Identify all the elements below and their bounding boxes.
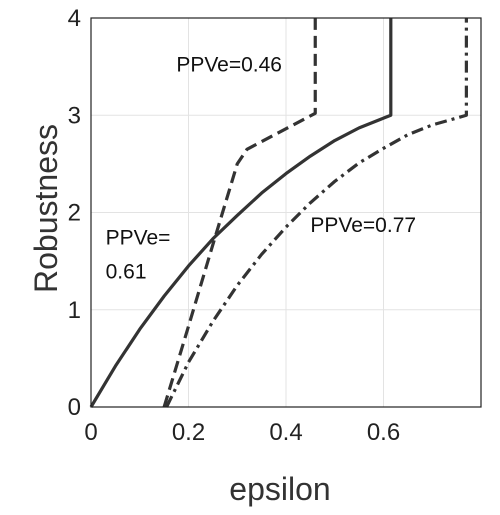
annotation-label: PPVe=0.77: [310, 214, 416, 237]
plot-frame: [90, 17, 482, 408]
y-tick-labels: 0 1 2 3 4: [68, 5, 81, 421]
series-line-dashed: [162, 18, 317, 408]
series-group: [89, 18, 468, 408]
annotation-label: 0.61: [106, 261, 147, 284]
series-line-dashdot: [165, 18, 468, 408]
x-tick-labels: 0 0.2 0.4 0.6: [84, 419, 400, 446]
x-axis-label: epsilon: [229, 471, 330, 507]
x-tick-label: 0: [84, 419, 97, 446]
annotation-label: PPVe=0.46: [176, 53, 282, 76]
series-line-solid: [89, 18, 393, 408]
y-axis-label: Robustness: [28, 124, 64, 293]
y-tick-label: 4: [68, 5, 81, 32]
y-tick-label: 3: [68, 102, 81, 129]
x-tick-label: 0.4: [269, 419, 302, 446]
y-tick-label: 1: [68, 297, 81, 324]
annotation-group: PPVe=0.46 PPVe= 0.61 PPVe=0.77: [106, 53, 416, 283]
annotation-label: PPVe=: [106, 227, 171, 250]
x-tick-label: 0.2: [172, 419, 205, 446]
x-tick-label: 0.6: [367, 419, 400, 446]
y-tick-label: 2: [68, 200, 81, 227]
grid-lines: [91, 18, 481, 407]
y-tick-label: 0: [68, 394, 81, 421]
